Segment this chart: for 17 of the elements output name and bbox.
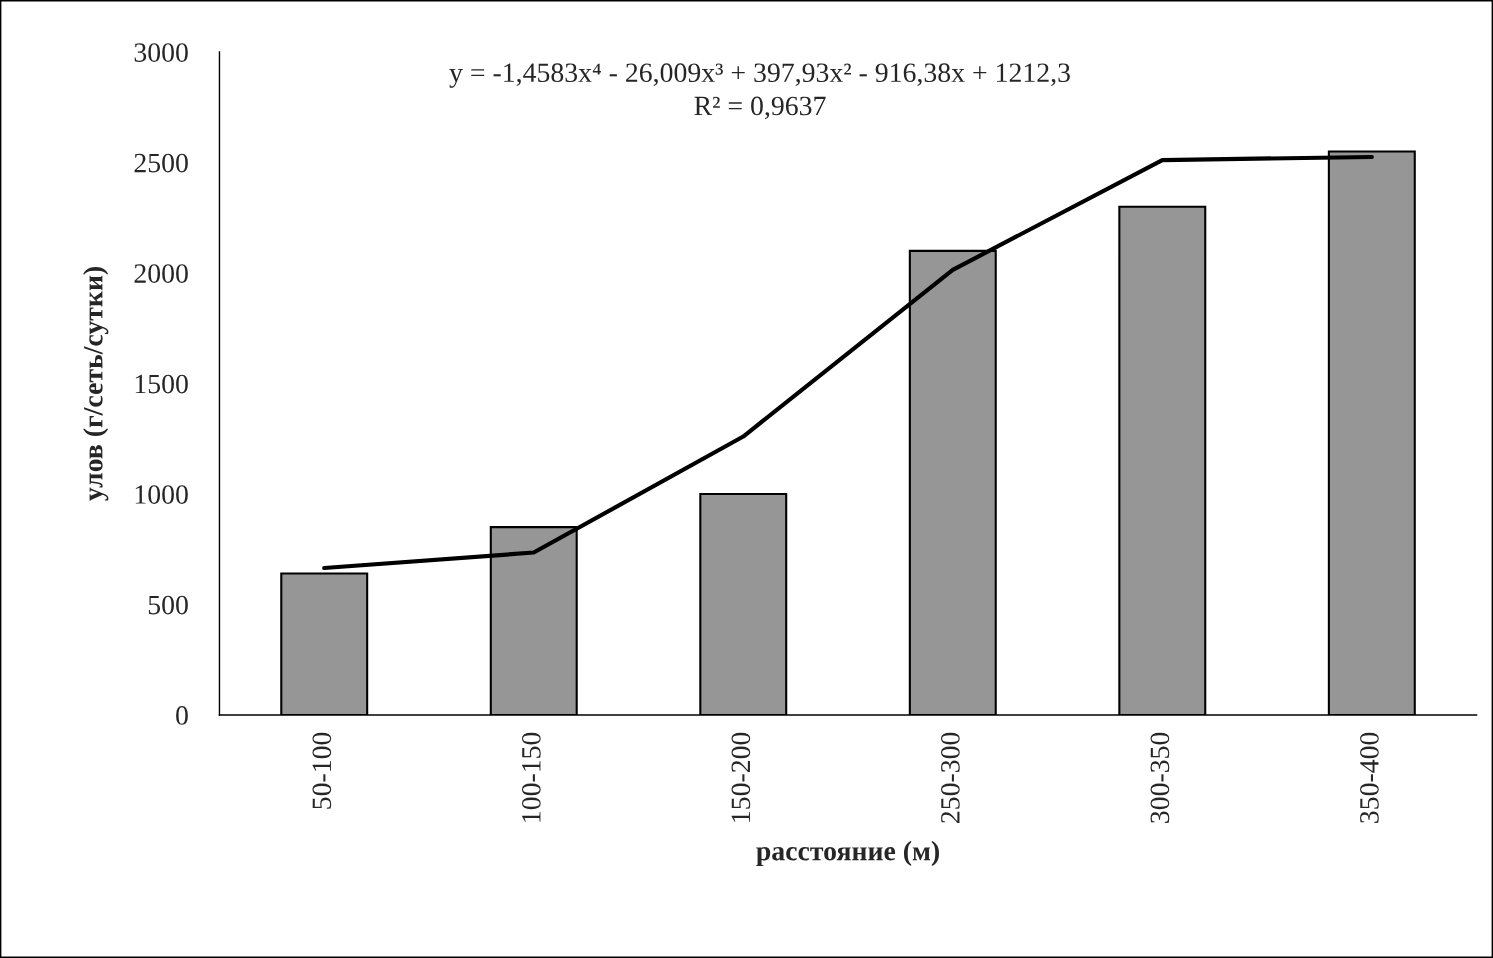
x-tick-label: 100-150 <box>521 732 541 822</box>
y-tick-label: 2500 <box>134 153 188 173</box>
x-tick-label: 350-400 <box>1360 732 1379 823</box>
y-tick-label: 0 <box>176 706 188 725</box>
y-tick-label: 3000 <box>134 43 188 62</box>
annotation: R² = 0,9637 <box>694 96 826 120</box>
y-tick-label: 1000 <box>135 485 188 504</box>
y-tick-label: 1500 <box>135 374 188 394</box>
x-tick-label: 250-300 <box>940 732 960 823</box>
y-tick-label: 500 <box>148 595 188 615</box>
annotation: y = -1,4583x⁴ - 26,009x³ + 397,93x² - 916,38x + 1212,3 <box>449 63 1070 88</box>
x-axis-title: расстояние (м) <box>756 840 939 867</box>
y-axis-title: улов (г/сеть/сутки) <box>83 267 109 501</box>
x-tick-label: 300-350 <box>1150 732 1170 823</box>
x-tick-label: 50-100 <box>312 732 332 809</box>
x-tick-label: 150-200 <box>731 732 751 822</box>
y-tick-label: 2000 <box>134 264 188 283</box>
